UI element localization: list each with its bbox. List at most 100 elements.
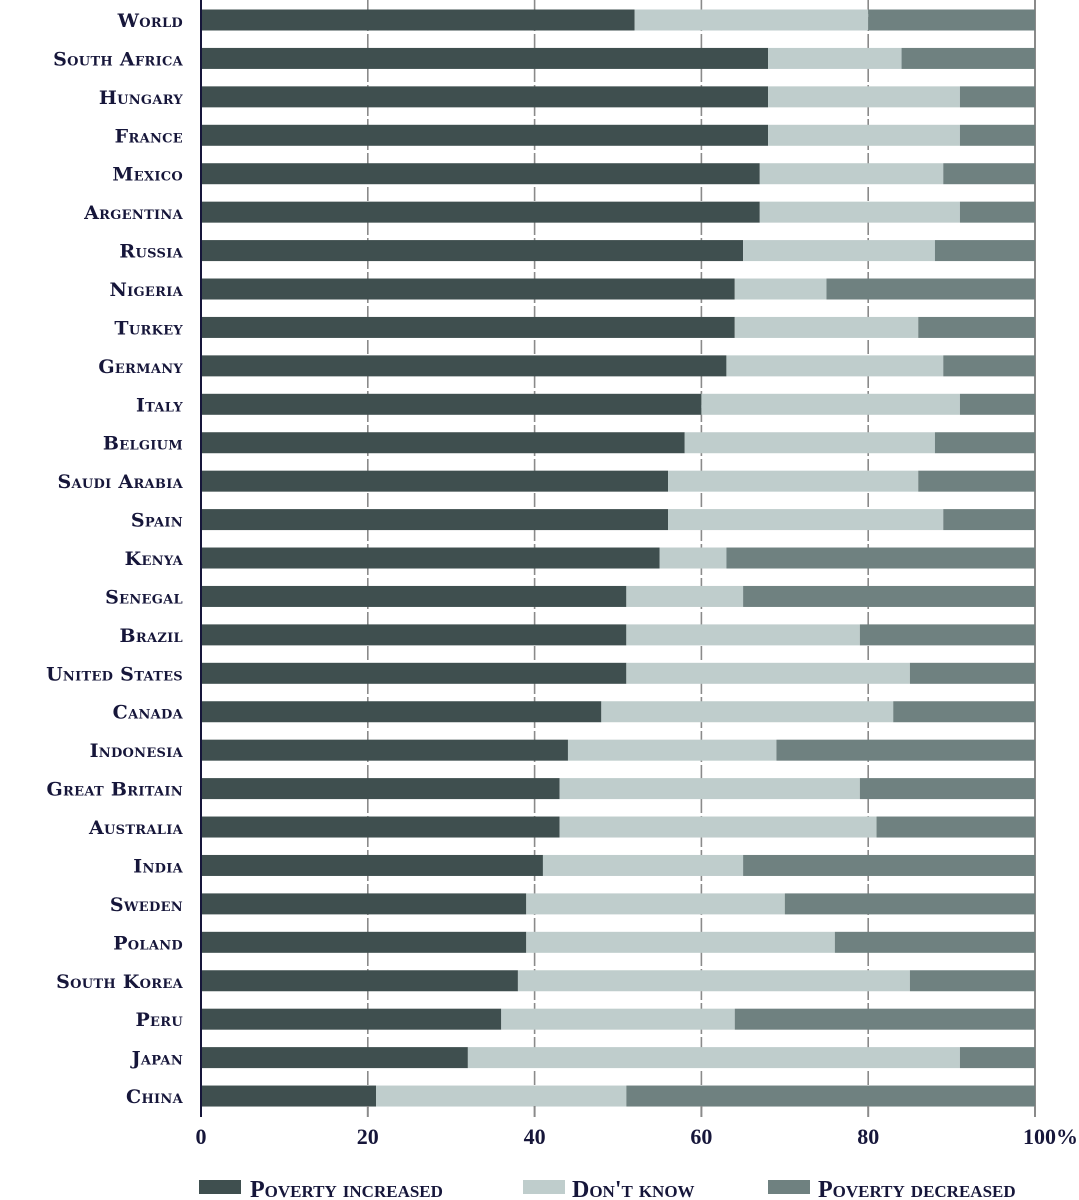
bar-don-t-know-australia: [559, 816, 877, 838]
category-label: South Korea: [56, 971, 184, 993]
bar-poverty-decreased-sweden: [784, 893, 1035, 915]
bar-don-t-know-poland: [526, 931, 835, 953]
bar-don-t-know-indonesia: [567, 739, 777, 761]
bar-don-t-know-france: [768, 124, 960, 146]
category-label: Indonesia: [90, 740, 184, 762]
bar-don-t-know-south-korea: [517, 970, 910, 992]
legend-label: Poverty decreased: [818, 1177, 1016, 1200]
bar-group: [201, 816, 1035, 838]
bar-poverty-increased-south-korea: [201, 970, 518, 992]
category-label: Mexico: [112, 164, 183, 186]
bar-poverty-decreased-italy: [959, 393, 1035, 415]
bar-group: [201, 278, 1035, 300]
bar-poverty-decreased-south-korea: [909, 970, 1035, 992]
bar-group: [201, 778, 1035, 800]
bar-don-t-know-senegal: [626, 585, 744, 607]
bar-group: [201, 931, 1035, 953]
legend-swatch: [523, 1180, 565, 1194]
bar-group: [201, 201, 1035, 223]
bar-poverty-increased-senegal: [201, 585, 627, 607]
bar-poverty-increased-united-states: [201, 662, 627, 684]
bar-don-t-know-japan: [467, 1047, 960, 1069]
category-label: Japan: [130, 1048, 183, 1070]
bar-poverty-decreased-turkey: [918, 316, 1035, 338]
bar-poverty-increased-australia: [201, 816, 560, 838]
bar-poverty-increased-japan: [201, 1047, 468, 1069]
legend-item: Don't know: [523, 1177, 695, 1200]
category-label: Saudi Arabia: [57, 471, 183, 493]
x-tick-label: 40: [524, 1124, 546, 1149]
bar-group: [201, 47, 1035, 69]
bar-poverty-increased-hungary: [201, 86, 769, 108]
category-label: Belgium: [103, 433, 183, 455]
bar-group: [201, 854, 1035, 876]
bar-don-t-know-great-britain: [559, 778, 860, 800]
bar-poverty-increased-mexico: [201, 163, 760, 185]
bar-don-t-know-south-africa: [768, 47, 902, 69]
category-label: Italy: [136, 394, 183, 416]
bar-don-t-know-argentina: [759, 201, 960, 223]
bar-don-t-know-kenya: [659, 547, 727, 569]
bar-group: [201, 470, 1035, 492]
bar-don-t-know-sweden: [526, 893, 785, 915]
category-label: Poland: [113, 932, 183, 954]
bar-poverty-decreased-indonesia: [776, 739, 1035, 761]
category-label: United States: [46, 663, 183, 685]
bar-poverty-increased-italy: [201, 393, 702, 415]
bar-poverty-increased-spain: [201, 509, 669, 531]
x-tick-label: 0: [196, 1124, 207, 1149]
x-tick-label: 100%: [1023, 1124, 1078, 1149]
category-label: China: [126, 1086, 184, 1108]
bar-poverty-increased-world: [201, 9, 635, 31]
bar-don-t-know-brazil: [626, 624, 860, 646]
bar-group: [201, 624, 1035, 646]
bar-poverty-increased-south-africa: [201, 47, 769, 69]
bar-group: [201, 355, 1035, 377]
bar-don-t-know-canada: [601, 701, 894, 723]
bar-poverty-increased-poland: [201, 931, 527, 953]
bar-poverty-decreased-japan: [959, 1047, 1035, 1069]
bar-group: [201, 86, 1035, 108]
bar-poverty-decreased-hungary: [959, 86, 1035, 108]
bar-group: [201, 1008, 1035, 1030]
bar-poverty-decreased-great-britain: [859, 778, 1035, 800]
bar-poverty-increased-saudi-arabia: [201, 470, 669, 492]
bar-poverty-increased-indonesia: [201, 739, 568, 761]
bar-don-t-know-mexico: [759, 163, 944, 185]
bar-group: [201, 662, 1035, 684]
category-label: Russia: [119, 241, 183, 263]
bar-group: [201, 240, 1035, 262]
bar-poverty-decreased-peru: [734, 1008, 1035, 1030]
bar-poverty-decreased-senegal: [743, 585, 1035, 607]
bar-poverty-decreased-saudi-arabia: [918, 470, 1035, 492]
category-label: Turkey: [114, 317, 183, 339]
category-label: India: [133, 855, 183, 877]
category-labels: World South Africa Hungary France Mexico Arge…: [46, 10, 184, 1108]
bar-poverty-increased-brazil: [201, 624, 627, 646]
bar-don-t-know-peru: [501, 1008, 735, 1030]
bar-don-t-know-germany: [726, 355, 944, 377]
bar-poverty-decreased-spain: [943, 509, 1035, 531]
category-label: Argentina: [83, 202, 183, 224]
bar-group: [201, 893, 1035, 915]
bar-poverty-decreased-france: [959, 124, 1035, 146]
bar-poverty-decreased-china: [626, 1085, 1035, 1107]
legend-label: Don't know: [572, 1177, 695, 1200]
bar-group: [201, 1085, 1035, 1107]
bar-poverty-decreased-argentina: [959, 201, 1035, 223]
bar-group: [201, 701, 1035, 723]
category-label: South Africa: [53, 48, 183, 70]
category-label: Peru: [135, 1009, 183, 1031]
bar-poverty-increased-argentina: [201, 201, 760, 223]
category-label: Australia: [88, 817, 184, 839]
bar-poverty-increased-china: [201, 1085, 377, 1107]
bar-poverty-increased-canada: [201, 701, 602, 723]
bar-poverty-decreased-canada: [893, 701, 1035, 723]
bar-don-t-know-china: [376, 1085, 627, 1107]
bar-don-t-know-spain: [668, 509, 944, 531]
bar-group: [201, 432, 1035, 454]
bar-poverty-decreased-poland: [834, 931, 1035, 953]
bar-poverty-decreased-world: [868, 9, 1035, 31]
bar-poverty-decreased-kenya: [726, 547, 1035, 569]
bar-poverty-decreased-india: [743, 854, 1035, 876]
